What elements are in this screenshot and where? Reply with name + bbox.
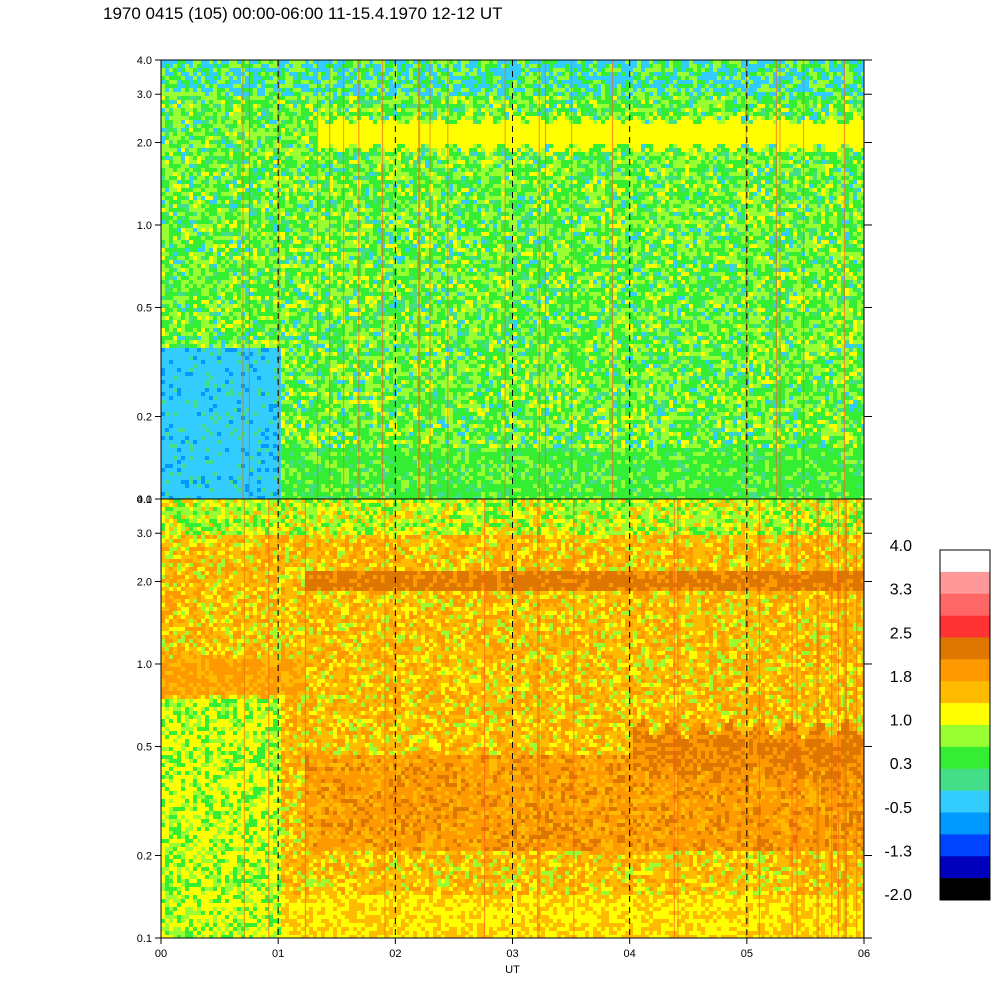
y-tick-label: 4.0 xyxy=(137,55,152,67)
x-tick-label: 06 xyxy=(858,948,870,960)
colorbar-swatch xyxy=(940,725,990,748)
y-tick-label: 1.0 xyxy=(137,659,152,671)
y-tick-label: 0.2 xyxy=(137,412,152,424)
colorbar-swatch xyxy=(940,768,990,791)
y-tick-label: 0.2 xyxy=(137,851,152,863)
colorbar-label: -1.3 xyxy=(884,843,912,860)
y-tick-label: 2.0 xyxy=(137,137,152,149)
colorbar-swatch xyxy=(940,878,990,901)
x-axis-label: UT xyxy=(505,964,520,976)
colorbar-swatch xyxy=(940,681,990,704)
x-tick-label: 03 xyxy=(506,948,518,960)
y-tick-label: 0.1 xyxy=(137,933,152,945)
colorbar-swatch xyxy=(940,856,990,879)
y-tick-label: 4.0 xyxy=(137,494,152,506)
colorbar-swatch xyxy=(940,593,990,616)
colorbar-label: 2.5 xyxy=(890,625,912,642)
colorbar-swatch xyxy=(940,615,990,638)
colorbar-label: 4.0 xyxy=(890,538,912,555)
colorbar-label: -0.5 xyxy=(884,800,912,817)
y-tick-label: 0.5 xyxy=(137,302,152,314)
y-tick-label: 1.0 xyxy=(137,220,152,232)
colorbar-swatch xyxy=(940,790,990,813)
colorbar-swatch xyxy=(940,834,990,857)
colorbar-swatch xyxy=(940,550,990,573)
y-tick-label: 0.1 xyxy=(137,494,152,506)
colorbar: 4.0 3.3 2.5 1.8 1.0 0.3 -0.5 -1.3 -2.0 xyxy=(884,538,991,904)
x-tick-label: 02 xyxy=(389,948,401,960)
page-title: 1970 0415 (105) 00:00-06:00 11-15.4.1970… xyxy=(103,4,502,24)
y-tick-label: 2.0 xyxy=(137,576,152,588)
colorbar-label: -2.0 xyxy=(884,887,912,904)
x-tick-label: 04 xyxy=(624,948,636,960)
spectrogram-panel-bottom xyxy=(161,499,864,938)
y-tick-label: 0.5 xyxy=(137,741,152,753)
colorbar-swatch xyxy=(940,659,990,682)
colorbar-swatch xyxy=(940,637,990,660)
y-tick-label: 3.0 xyxy=(137,89,152,101)
colorbar-label: 0.3 xyxy=(890,756,912,773)
colorbar-label: 1.8 xyxy=(890,669,912,686)
x-tick-label: 00 xyxy=(155,948,167,960)
colorbar-frame xyxy=(939,549,991,901)
colorbar-swatch xyxy=(940,571,990,595)
spectrogram-panel-top xyxy=(161,60,864,499)
colorbar-label: 1.0 xyxy=(890,713,912,730)
colorbar-label: 3.3 xyxy=(890,582,912,599)
colorbar-swatch xyxy=(940,703,990,726)
colorbar-swatch xyxy=(940,746,990,770)
colorbar-swatch xyxy=(940,812,990,835)
x-tick-label: 01 xyxy=(272,948,284,960)
y-tick-label: 3.0 xyxy=(137,528,152,540)
x-tick-label: 05 xyxy=(741,948,753,960)
